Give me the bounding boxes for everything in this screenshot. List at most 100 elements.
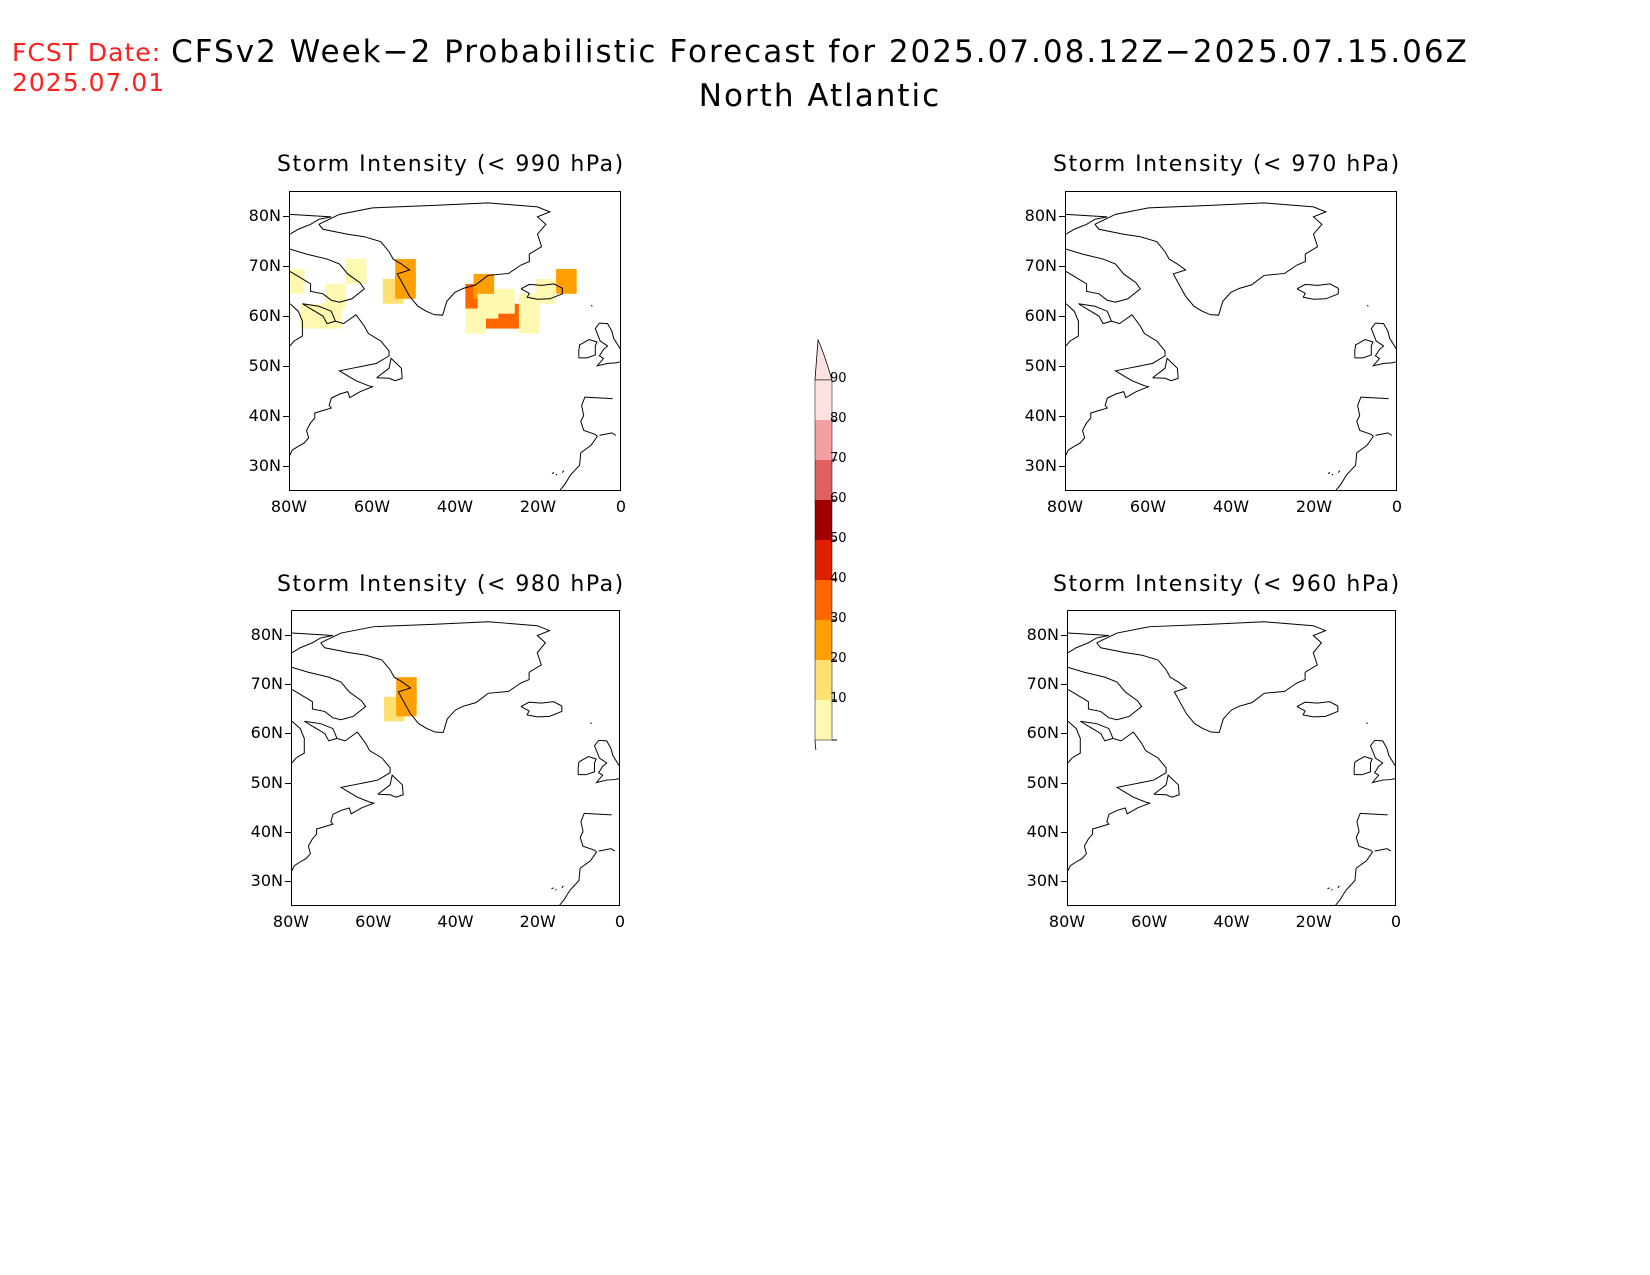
probability-cell xyxy=(518,308,540,334)
lat-tick-label: 40N xyxy=(250,822,283,841)
lat-tick-mark xyxy=(285,684,291,685)
lat-tick-label: 70N xyxy=(1026,674,1059,693)
lon-tick-label: 40W xyxy=(1213,912,1250,931)
probability-cell xyxy=(320,303,342,329)
map-panel-980 xyxy=(291,610,620,906)
title-line-2: North Atlantic xyxy=(698,78,942,114)
lon-tick-label: 60W xyxy=(353,497,391,516)
lat-tick-mark xyxy=(1059,416,1065,417)
lat-tick-mark xyxy=(285,733,291,735)
coastline xyxy=(1353,755,1373,776)
coastline xyxy=(304,720,338,742)
lon-tick-label: 60W xyxy=(1129,497,1167,516)
lon-tick-label: 20W xyxy=(519,497,557,516)
lon-tick-label: 20W xyxy=(1295,497,1333,516)
colorbar-segment xyxy=(815,420,832,460)
lat-tick-mark xyxy=(1059,216,1065,217)
coastline xyxy=(1369,739,1395,784)
colorbar-label: 40 xyxy=(830,571,847,586)
coastline xyxy=(290,248,365,303)
colorbar-outline xyxy=(814,379,833,741)
coastline xyxy=(292,731,391,871)
lat-tick-label: 80N xyxy=(248,206,281,225)
lat-tick-label: 40N xyxy=(248,406,281,425)
coastline xyxy=(1068,731,1167,871)
coastline xyxy=(1366,722,1368,725)
lon-tick-label: 60W xyxy=(355,912,392,931)
lat-tick-mark xyxy=(1061,733,1067,735)
lat-tick-mark xyxy=(285,832,291,833)
lat-tick-label: 30N xyxy=(1024,456,1057,475)
colorbar-label: 10 xyxy=(830,691,847,706)
coastline xyxy=(302,303,337,325)
map-canvas-980 xyxy=(292,621,619,905)
coastline xyxy=(318,202,552,316)
coastline xyxy=(551,887,554,890)
coastline xyxy=(578,338,598,359)
lat-tick-label: 40N xyxy=(1026,822,1059,841)
lon-tick-label: 80W xyxy=(1046,497,1084,516)
lat-tick-mark xyxy=(283,416,289,417)
panel-title-990: Storm Intensity (< 990 hPa) xyxy=(277,152,625,177)
probability-cell xyxy=(556,268,577,294)
probability-cell xyxy=(535,278,557,304)
lat-tick-label: 60N xyxy=(248,306,281,325)
coastline xyxy=(1335,396,1389,490)
coastline xyxy=(1080,720,1114,742)
coastline xyxy=(377,774,404,798)
lat-tick-mark xyxy=(1059,316,1065,317)
coastline xyxy=(1327,472,1331,475)
lon-tick-label: 40W xyxy=(1212,497,1250,516)
lat-tick-label: 40N xyxy=(1024,406,1057,425)
lat-tick-mark xyxy=(1061,881,1067,883)
coastline xyxy=(1331,473,1334,476)
coastline xyxy=(551,472,555,475)
colorbar-segment xyxy=(815,620,832,660)
map-canvas-990 xyxy=(290,202,620,490)
coastline xyxy=(593,739,619,784)
colorbar-label: 60 xyxy=(830,491,847,506)
coastline xyxy=(594,322,620,367)
lat-tick-label: 50N xyxy=(248,356,281,375)
coastline xyxy=(292,720,305,764)
title-line-1: CFSv2 Week−2 Probabilistic Forecast for … xyxy=(171,34,1469,70)
coastline xyxy=(1327,887,1330,890)
coastline xyxy=(1066,303,1079,347)
coastline xyxy=(292,666,367,721)
lat-tick-label: 50N xyxy=(1026,772,1059,792)
coastline xyxy=(561,470,565,473)
lon-tick-label: 20W xyxy=(519,912,556,931)
map-canvas-970 xyxy=(1066,202,1396,490)
coastline xyxy=(577,755,597,776)
lat-tick-label: 80N xyxy=(1026,624,1059,644)
coastline xyxy=(1366,304,1369,307)
lat-tick-mark xyxy=(1059,266,1065,267)
lon-tick-label: 20W xyxy=(1295,912,1332,931)
lat-tick-label: 70N xyxy=(250,674,283,693)
lon-tick-label: 80W xyxy=(270,497,308,516)
lon-tick-label: 60W xyxy=(1131,912,1168,931)
lon-tick-label: 0 xyxy=(1390,912,1402,931)
forecast-date: FCST Date: 2025.07.01 xyxy=(12,38,165,98)
probability-cell xyxy=(465,308,486,334)
coastline xyxy=(290,213,332,235)
coastline xyxy=(559,396,613,490)
lat-tick-label: 60N xyxy=(1026,723,1059,743)
coastline xyxy=(290,303,303,347)
colorbar-segment xyxy=(815,580,832,620)
lat-tick-label: 50N xyxy=(1024,356,1057,375)
coastline xyxy=(1375,432,1393,436)
coastline xyxy=(1335,812,1388,905)
coastline xyxy=(1068,720,1081,764)
coastline xyxy=(555,473,558,476)
probability-cell xyxy=(494,288,515,314)
coastline xyxy=(1354,338,1374,359)
lat-tick-mark xyxy=(1061,832,1067,833)
colorbar-label: 30 xyxy=(830,611,847,626)
coastline xyxy=(1337,470,1341,473)
coastline xyxy=(1296,701,1339,718)
coastline xyxy=(520,701,563,718)
coastline xyxy=(590,722,592,725)
forecast-date-label: FCST Date: xyxy=(12,38,162,67)
coastline xyxy=(1337,885,1340,889)
